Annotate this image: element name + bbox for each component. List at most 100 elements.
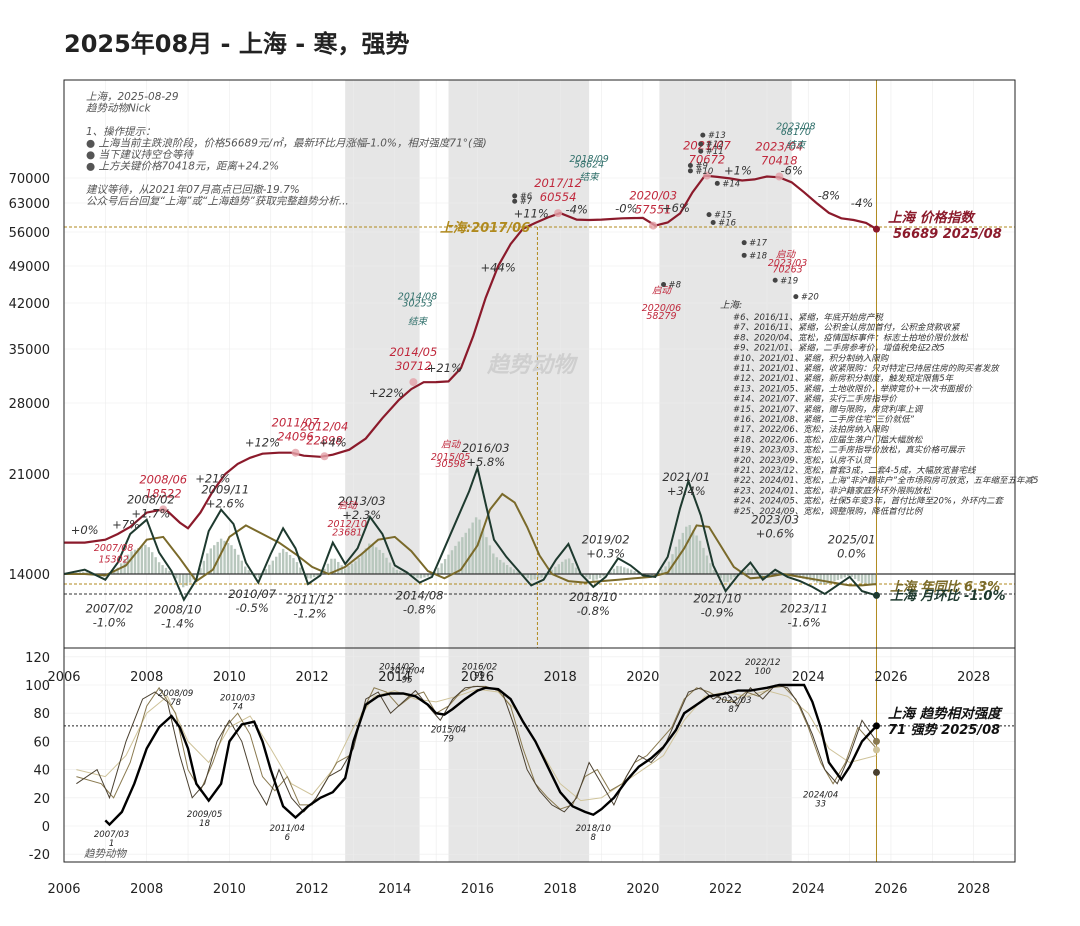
- event-start-label: 30598: [435, 459, 465, 470]
- histogram-bar: [543, 574, 547, 576]
- policy-line: #20、2023/09、宽松，认房不认贷: [733, 455, 873, 466]
- mom-series-label: 上海 月环比 -1.0%: [890, 588, 1006, 604]
- histogram-bar: [871, 574, 874, 586]
- policy-marker-dot: [706, 212, 712, 218]
- policy-marker-label: #9: [695, 162, 708, 172]
- note-line: ● 当下建议持空仓等待: [86, 149, 194, 161]
- histogram-bar: [368, 543, 371, 574]
- histogram-bar: [199, 568, 202, 574]
- policy-marker-label: #13: [708, 131, 726, 141]
- rs-y-tick: 100: [25, 679, 50, 694]
- rs-label-date: 2007/03: [94, 830, 129, 840]
- mom-label-value: -1.2%: [293, 607, 326, 621]
- price-annotation-date: 2017/12: [534, 176, 582, 190]
- x-tick-top: 2012: [296, 670, 329, 685]
- histogram-bar: [378, 549, 381, 574]
- event-start-label: 启动: [441, 440, 462, 451]
- histogram-bar: [430, 574, 433, 576]
- histogram-bar: [388, 562, 392, 574]
- rs-panel: [64, 648, 1015, 862]
- price-annotation-date: 2021/07: [683, 139, 731, 153]
- x-tick-bottom: 2008: [130, 882, 163, 897]
- trend-pct-label: -4%: [851, 196, 873, 210]
- event-end-label: 结束: [408, 317, 429, 328]
- price-peak-dot: [554, 209, 563, 218]
- histogram-bar: [157, 562, 161, 574]
- x-tick-bottom: 2012: [296, 882, 329, 897]
- rs-label-date: 2008/09: [158, 689, 193, 699]
- histogram-bar: [571, 563, 574, 574]
- rs-label-value: 87: [728, 705, 739, 715]
- price-y-tick: 63000: [9, 197, 50, 212]
- price-series-name: 上海 价格指数: [888, 210, 976, 226]
- histogram-bar: [144, 544, 147, 574]
- histogram-bar: [691, 530, 695, 574]
- policy-line: #16、2021/08、紧缩，二手房住宅“三价就低”: [733, 414, 915, 425]
- histogram-bar: [275, 556, 278, 574]
- event-start-label: 启动: [776, 250, 797, 261]
- event-start-label: 启动: [338, 500, 359, 511]
- histogram-bar: [612, 568, 616, 574]
- histogram-bar: [712, 570, 716, 574]
- histogram-bar: [130, 551, 133, 574]
- x-tick-bottom: 2028: [957, 882, 990, 897]
- histogram-bar: [226, 543, 230, 574]
- rs-line-main: [104, 683, 878, 827]
- histogram-bar: [268, 564, 271, 574]
- histogram-bar: [829, 574, 833, 583]
- histogram-bar: [140, 546, 144, 574]
- policy-line: #9、2021/01、紧缩，二手房参考价，增值税免征2改5: [733, 343, 945, 354]
- policy-line: #25、2024/09、宽松，调整限购，降低首付比例: [733, 506, 924, 517]
- policy-line: #18、2022/06、宽松，应届生落户门槛大幅放松: [733, 434, 924, 445]
- rs-label-date: 2009/05: [187, 810, 222, 820]
- histogram-bar: [733, 574, 736, 578]
- price-y-tick: 56000: [9, 226, 50, 241]
- histogram-bar: [426, 574, 430, 577]
- policy-marker-dot: [512, 193, 518, 199]
- mom-label-date: 2025/01: [828, 533, 876, 547]
- rs-y-tick: 120: [25, 651, 50, 666]
- price-annotation-date: 2023/04: [755, 140, 803, 154]
- note-line: 公众号后台回复“上海”或“上海趋势”获取完整趋势分析...: [86, 195, 349, 207]
- event-end-label: 30253: [402, 298, 432, 309]
- rs-y-tick: 0: [42, 820, 50, 835]
- price-y-tick: 49000: [9, 260, 50, 275]
- trend-pct-label: +21%: [427, 361, 462, 375]
- rs-label-date: 2018/10: [576, 824, 611, 834]
- histogram-bar: [440, 563, 443, 574]
- histogram-bar: [402, 572, 405, 574]
- histogram-bar: [654, 574, 657, 576]
- policy-marker-dot: [772, 277, 778, 283]
- trend-pct-label: +11%: [514, 207, 549, 221]
- rs-end-dot: [872, 746, 880, 754]
- event-start-label: 23681: [332, 527, 362, 538]
- histogram-bar: [750, 568, 753, 574]
- policy-line: #13、2021/05、紧缩，土地收限价，举牌竞价+一次书面报价: [733, 383, 973, 394]
- mom-label-date: 2009/11: [201, 483, 249, 497]
- histogram-bar: [182, 574, 185, 588]
- histogram-bar: [709, 563, 712, 574]
- price-annotation-value: 60554: [540, 190, 577, 204]
- histogram-bar: [585, 574, 588, 578]
- trend-pct-label: -6%: [781, 163, 803, 177]
- histogram-bar: [471, 522, 474, 574]
- rs-label-value: 8: [591, 833, 597, 843]
- mom-label-value: +0.3%: [586, 547, 625, 561]
- bottom-watermark: 趋势动物: [84, 848, 127, 860]
- histogram-bar: [216, 541, 219, 574]
- histogram-bar: [133, 549, 137, 574]
- price-peak-dot: [409, 378, 418, 387]
- histogram-bar: [660, 569, 664, 574]
- histogram-bar: [450, 550, 454, 574]
- histogram-bar: [116, 567, 119, 574]
- histogram-bar: [492, 553, 495, 574]
- event-start-label: 58279: [646, 311, 676, 322]
- histogram-bar: [464, 532, 467, 574]
- histogram-bar: [847, 574, 850, 577]
- x-tick-bottom: 2016: [461, 882, 494, 897]
- mom-label-value: -0.8%: [403, 602, 436, 616]
- mom-label-value: +5.8%: [466, 455, 505, 469]
- histogram-bar: [340, 565, 343, 574]
- rs-label-date: 2014/02: [379, 662, 414, 672]
